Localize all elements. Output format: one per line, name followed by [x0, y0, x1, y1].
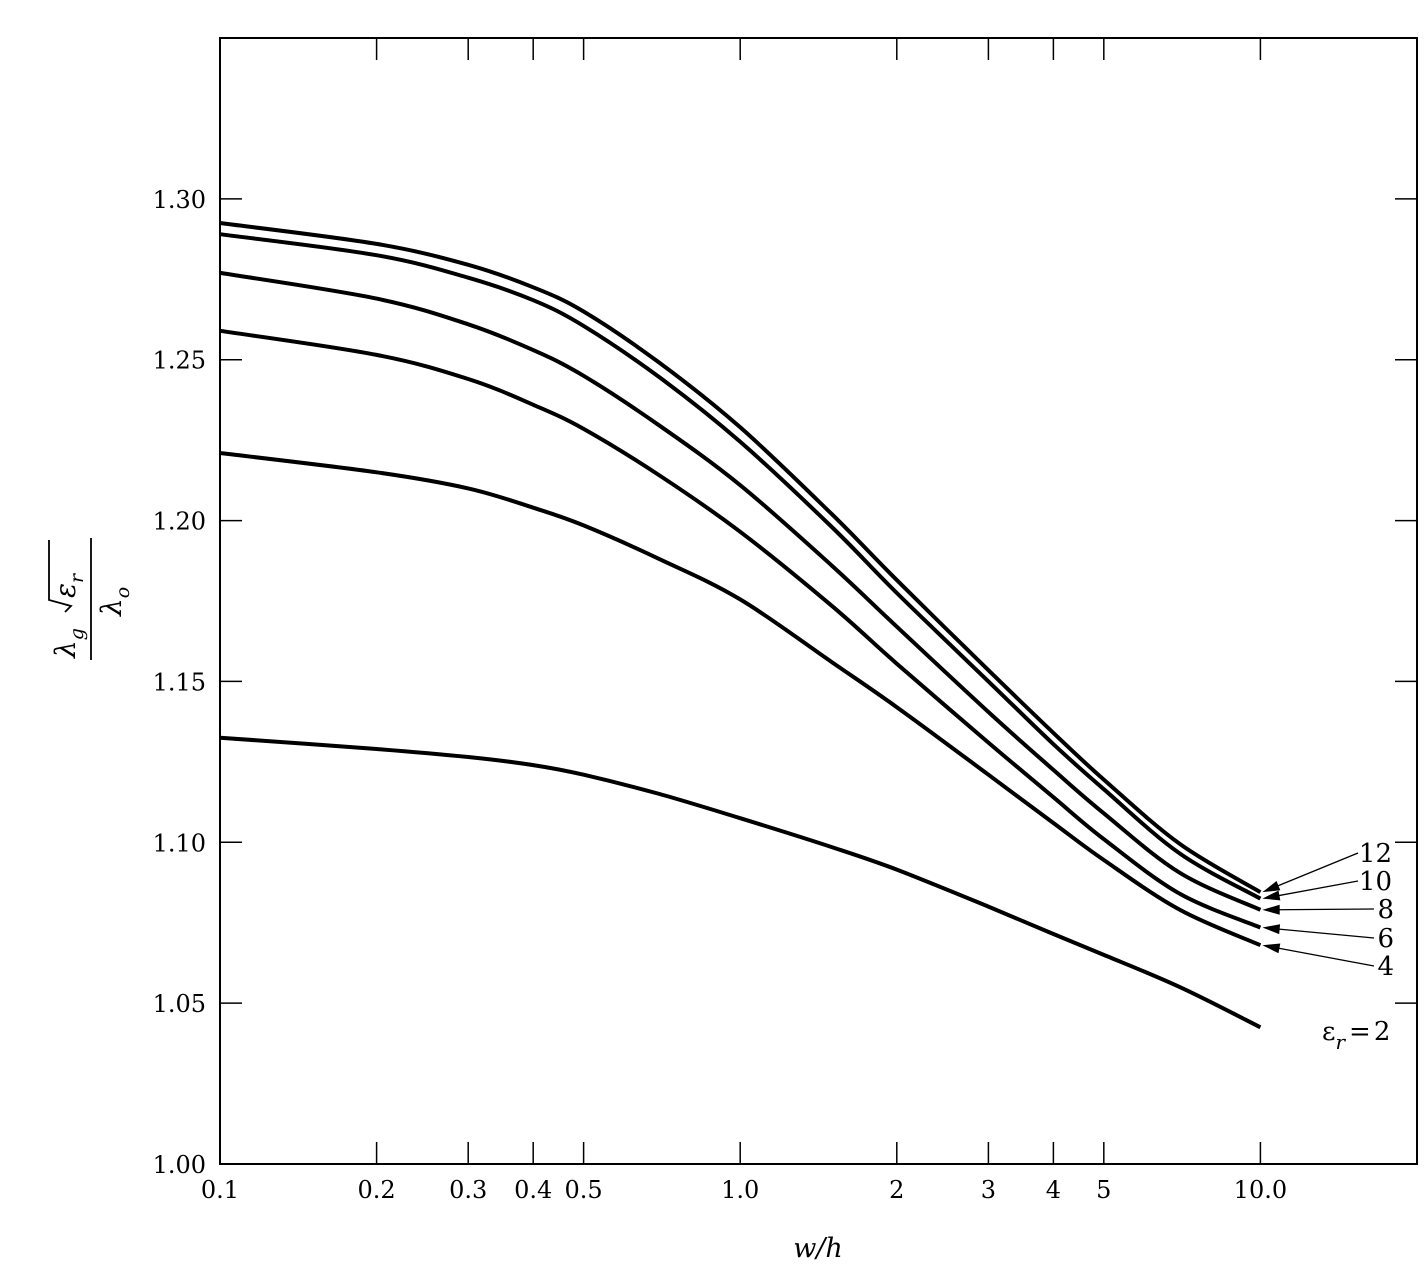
label-arrow-line	[1276, 880, 1359, 897]
x-tick-label: 4	[1046, 1176, 1061, 1204]
x-axis-label: w/h	[793, 1233, 843, 1264]
plot-frame	[219, 37, 1418, 1165]
label-arrowhead	[1262, 880, 1281, 893]
x-tick-label: 3	[981, 1176, 996, 1204]
curve-label: 4	[1377, 952, 1394, 982]
curve-label: 8	[1377, 895, 1394, 925]
y-tick-label: 1.10	[153, 829, 206, 857]
label-arrow-line	[1276, 928, 1375, 939]
y-tick-label: 1.30	[153, 186, 206, 214]
sqrt-sign	[48, 540, 73, 613]
label-arrowhead	[1262, 924, 1281, 935]
label-arrow-line	[1275, 852, 1359, 888]
x-tick-label: 2	[889, 1176, 904, 1204]
curve-label: 6	[1377, 924, 1394, 954]
y-label-lambda-o: λ	[95, 598, 128, 617]
label-arrowhead	[1262, 943, 1281, 954]
x-tick-label: 5	[1096, 1176, 1111, 1204]
svg-text:εr: εr	[49, 572, 88, 598]
x-tick-label: 1.0	[721, 1176, 759, 1204]
curve-label: 12	[1359, 839, 1392, 869]
y-tick-label: 1.15	[153, 668, 206, 696]
series-line	[219, 221, 1262, 894]
y-tick-label: 1.20	[153, 508, 206, 536]
x-tick-label: 0.5	[565, 1176, 603, 1204]
x-tick-label: 0.1	[201, 1176, 239, 1204]
x-tick-label: 0.2	[358, 1176, 396, 1204]
curve-label: 10	[1359, 867, 1392, 897]
x-tick-label: 0.3	[449, 1176, 487, 1204]
x-tick-label: 0.4	[514, 1176, 552, 1204]
y-label-lambda-g: λ	[49, 640, 82, 659]
curves	[219, 221, 1262, 1030]
series-line	[219, 232, 1262, 901]
y-label-epsilon: ε	[49, 583, 82, 598]
series-line	[219, 451, 1262, 948]
y-tick-label: 1.05	[153, 990, 206, 1018]
series-line	[219, 270, 1262, 912]
y-axis-label: λg εr λo	[48, 538, 134, 660]
y-ticks: 1.00 1.05 1.10 1.15 1.20 1.25 1.30	[153, 186, 1417, 1179]
curve-label-epsilon-r: εr = 2	[1322, 1017, 1390, 1054]
label-arrowhead	[1262, 890, 1281, 901]
label-arrow-line	[1276, 947, 1375, 967]
svg-text:λg: λg	[49, 628, 88, 659]
y-tick-label: 1.25	[153, 347, 206, 375]
y-tick-label: 1.00	[153, 1151, 206, 1179]
series-line	[219, 735, 1262, 1030]
svg-text:λo: λo	[95, 587, 134, 617]
label-arrow-line	[1276, 908, 1375, 911]
x-tick-label: 10.0	[1234, 1176, 1287, 1204]
series-line	[219, 328, 1262, 930]
x-ticks: 0.1 0.2 0.3 0.4 0.5 1.0 2 3 4 5 10.0	[201, 38, 1287, 1204]
label-arrowhead	[1262, 904, 1280, 915]
